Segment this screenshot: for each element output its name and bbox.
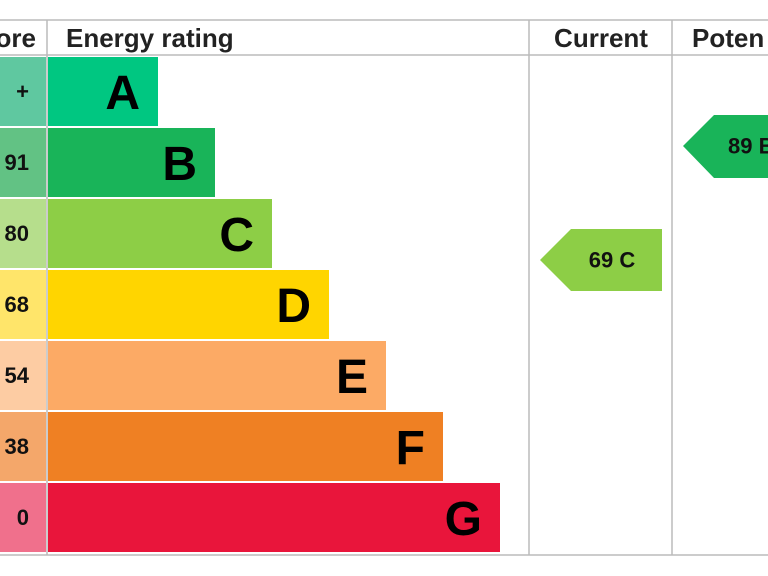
header-score: ore <box>0 23 36 53</box>
potential-arrow <box>683 115 768 178</box>
score-label: 0 <box>17 505 29 530</box>
rating-bar <box>48 412 443 481</box>
score-label: 38 <box>5 434 29 459</box>
rating-bar <box>48 57 158 126</box>
rating-bar <box>48 199 272 268</box>
header-current: Current <box>554 23 648 53</box>
score-cell <box>0 483 46 552</box>
rating-letter: A <box>105 67 140 120</box>
rating-bar <box>48 128 215 197</box>
score-label: 91 <box>5 150 29 175</box>
header-rating: Energy rating <box>66 23 234 53</box>
score-label: + <box>16 79 29 104</box>
score-cell <box>0 199 46 268</box>
potential-label: 89 B <box>728 134 768 159</box>
current-label: 69 C <box>589 248 636 273</box>
rating-letter: E <box>336 351 368 404</box>
rating-bar <box>48 483 500 552</box>
header-potential: Poten <box>692 23 764 53</box>
rows: + A 91 B 80 C 68 D 54 E 38 F 0 G <box>0 57 500 552</box>
current-arrow <box>540 229 662 291</box>
score-label: 54 <box>5 363 30 388</box>
rating-letter: F <box>396 422 425 475</box>
rating-letter: C <box>219 209 254 262</box>
score-cell <box>0 57 46 126</box>
rating-bar <box>48 270 329 339</box>
score-cell <box>0 341 46 410</box>
rating-bar <box>48 341 386 410</box>
rating-letter: D <box>276 280 311 333</box>
score-label: 68 <box>5 292 29 317</box>
rating-letter: B <box>162 138 197 191</box>
score-cell <box>0 128 46 197</box>
score-label: 80 <box>5 221 29 246</box>
score-cell <box>0 412 46 481</box>
score-cell <box>0 270 46 339</box>
rating-letter: G <box>445 493 482 546</box>
